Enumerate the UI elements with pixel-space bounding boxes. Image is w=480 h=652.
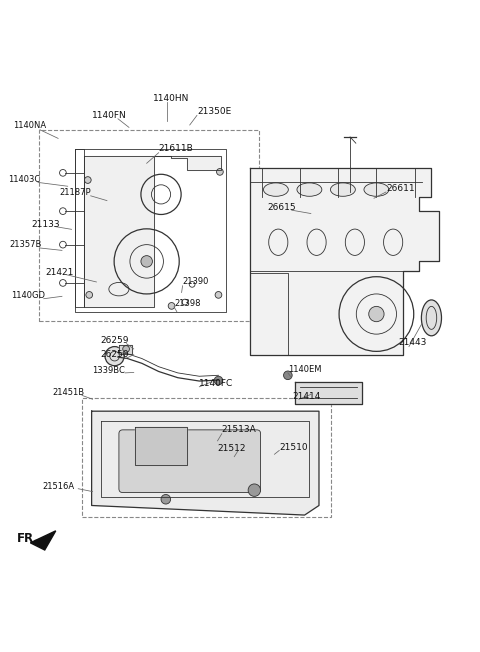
Circle shape bbox=[161, 494, 170, 504]
Bar bbox=[39, 130, 259, 321]
Ellipse shape bbox=[421, 300, 442, 336]
Circle shape bbox=[214, 376, 223, 385]
Text: 21611B: 21611B bbox=[158, 144, 193, 153]
Text: 1140EM: 1140EM bbox=[288, 364, 322, 374]
Circle shape bbox=[216, 168, 223, 175]
Text: 21187P: 21187P bbox=[59, 188, 91, 198]
Text: 21414: 21414 bbox=[293, 393, 321, 402]
Text: 21513A: 21513A bbox=[222, 425, 257, 434]
Text: 21350E: 21350E bbox=[197, 107, 231, 116]
Polygon shape bbox=[250, 168, 439, 355]
Polygon shape bbox=[30, 531, 56, 550]
Text: 21398: 21398 bbox=[174, 299, 201, 308]
Polygon shape bbox=[84, 156, 221, 307]
Circle shape bbox=[123, 346, 130, 352]
Ellipse shape bbox=[364, 183, 389, 196]
Text: 21133: 21133 bbox=[32, 220, 60, 229]
Circle shape bbox=[84, 177, 91, 183]
Circle shape bbox=[141, 256, 153, 267]
Text: 1140FC: 1140FC bbox=[199, 379, 234, 388]
Text: 1339BC: 1339BC bbox=[92, 366, 124, 374]
Text: 1140NA: 1140NA bbox=[12, 121, 46, 130]
Text: 26615: 26615 bbox=[268, 203, 296, 212]
Text: 1140GD: 1140GD bbox=[11, 291, 45, 301]
Text: 1140FN: 1140FN bbox=[92, 111, 126, 120]
Ellipse shape bbox=[297, 183, 322, 196]
Text: 11403C: 11403C bbox=[8, 175, 40, 184]
Circle shape bbox=[86, 291, 93, 298]
Circle shape bbox=[105, 347, 124, 366]
FancyBboxPatch shape bbox=[119, 430, 261, 492]
Polygon shape bbox=[135, 426, 187, 465]
Text: 26259: 26259 bbox=[100, 336, 129, 345]
Circle shape bbox=[369, 306, 384, 321]
Text: 21516A: 21516A bbox=[43, 482, 75, 491]
Text: 21443: 21443 bbox=[398, 338, 426, 348]
Circle shape bbox=[215, 291, 222, 298]
Circle shape bbox=[284, 371, 292, 379]
Text: 21421: 21421 bbox=[45, 268, 73, 277]
Circle shape bbox=[168, 303, 175, 309]
Text: 21390: 21390 bbox=[182, 278, 209, 286]
Polygon shape bbox=[92, 411, 319, 515]
Text: 26611: 26611 bbox=[386, 184, 415, 193]
Ellipse shape bbox=[264, 183, 288, 196]
Text: 26250: 26250 bbox=[100, 350, 129, 359]
Polygon shape bbox=[120, 345, 132, 354]
Text: 1140HN: 1140HN bbox=[153, 94, 189, 102]
Bar bbox=[82, 398, 331, 518]
Ellipse shape bbox=[330, 183, 355, 196]
Text: 21510: 21510 bbox=[279, 443, 308, 452]
Text: 21357B: 21357B bbox=[9, 240, 42, 249]
Polygon shape bbox=[295, 383, 362, 404]
Text: FR.: FR. bbox=[16, 531, 38, 544]
Circle shape bbox=[248, 484, 261, 496]
Text: 21512: 21512 bbox=[217, 443, 246, 452]
Text: 21451B: 21451B bbox=[52, 387, 84, 396]
